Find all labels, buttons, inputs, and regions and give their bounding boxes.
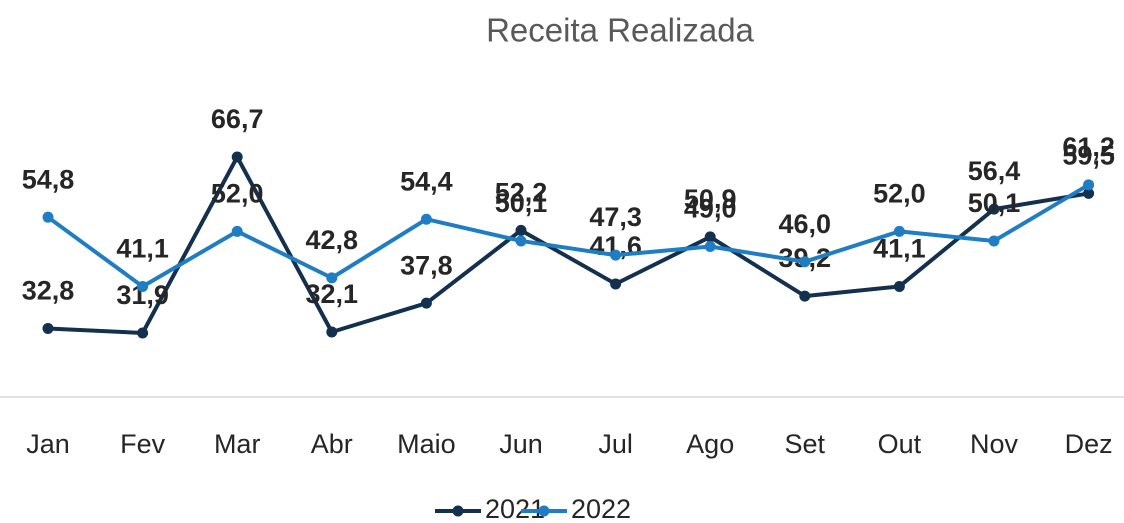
data-point xyxy=(893,280,905,292)
x-tick-label: Nov xyxy=(970,429,1019,459)
data-label: 54,8 xyxy=(22,164,75,194)
data-point xyxy=(326,272,338,284)
data-point xyxy=(231,151,243,163)
data-label: 56,4 xyxy=(968,156,1021,186)
x-tick-label: Maio xyxy=(397,429,456,459)
data-point xyxy=(326,326,338,338)
data-point xyxy=(893,225,905,237)
data-point xyxy=(799,290,811,302)
data-point xyxy=(515,235,527,247)
data-label: 50,1 xyxy=(495,188,548,218)
data-point xyxy=(1083,187,1095,199)
legend-marker xyxy=(538,505,550,517)
data-point xyxy=(137,280,149,292)
data-label: 49,0 xyxy=(684,194,737,224)
legend-marker xyxy=(452,505,464,517)
data-label: 50,9 xyxy=(684,184,737,214)
data-label: 66,7 xyxy=(211,104,264,134)
data-point xyxy=(137,327,149,339)
data-point xyxy=(515,224,527,236)
data-label: 54,4 xyxy=(400,166,453,196)
x-tick-label: Dez xyxy=(1065,429,1113,459)
x-tick-label: Jun xyxy=(499,429,543,459)
x-tick-label: Ago xyxy=(686,429,734,459)
data-label: 47,3 xyxy=(589,202,642,232)
data-point xyxy=(42,322,54,334)
data-point xyxy=(988,235,1000,247)
data-point xyxy=(1083,179,1095,191)
x-tick-label: Jan xyxy=(26,429,70,459)
data-point xyxy=(610,249,622,261)
data-label: 42,8 xyxy=(306,225,359,255)
series-line xyxy=(47,155,1089,335)
data-label: 41,1 xyxy=(116,234,169,264)
x-tick-label: Out xyxy=(878,429,922,459)
data-point xyxy=(704,241,716,253)
x-tick-label: Set xyxy=(785,429,826,459)
chart-title: Receita Realizada xyxy=(486,12,754,49)
data-point xyxy=(799,256,811,268)
x-tick-label: Jul xyxy=(598,429,633,459)
data-label: 50,1 xyxy=(968,188,1021,218)
data-label: 32,8 xyxy=(22,276,75,306)
data-point xyxy=(420,213,432,225)
data-point xyxy=(420,297,432,309)
data-point xyxy=(988,203,1000,215)
data-point xyxy=(610,278,622,290)
x-tick-label: Fev xyxy=(120,429,166,459)
data-point xyxy=(42,211,54,223)
data-point xyxy=(704,231,716,243)
series-line xyxy=(46,183,1090,289)
data-label: 52,0 xyxy=(211,178,264,208)
x-tick-label: Mar xyxy=(214,429,261,459)
legend-label: 2021 xyxy=(485,494,545,523)
data-label: 61,2 xyxy=(1062,132,1115,162)
data-label: 59,5 xyxy=(1062,141,1115,171)
legend-label: 2022 xyxy=(571,494,631,523)
data-label: 37,8 xyxy=(400,250,453,280)
data-label: 52,0 xyxy=(873,178,926,208)
data-label: 46,0 xyxy=(779,209,832,239)
data-point xyxy=(231,225,243,237)
data-label: 32,1 xyxy=(306,279,359,309)
data-label: 52,2 xyxy=(495,177,548,207)
x-tick-label: Abr xyxy=(311,429,353,459)
